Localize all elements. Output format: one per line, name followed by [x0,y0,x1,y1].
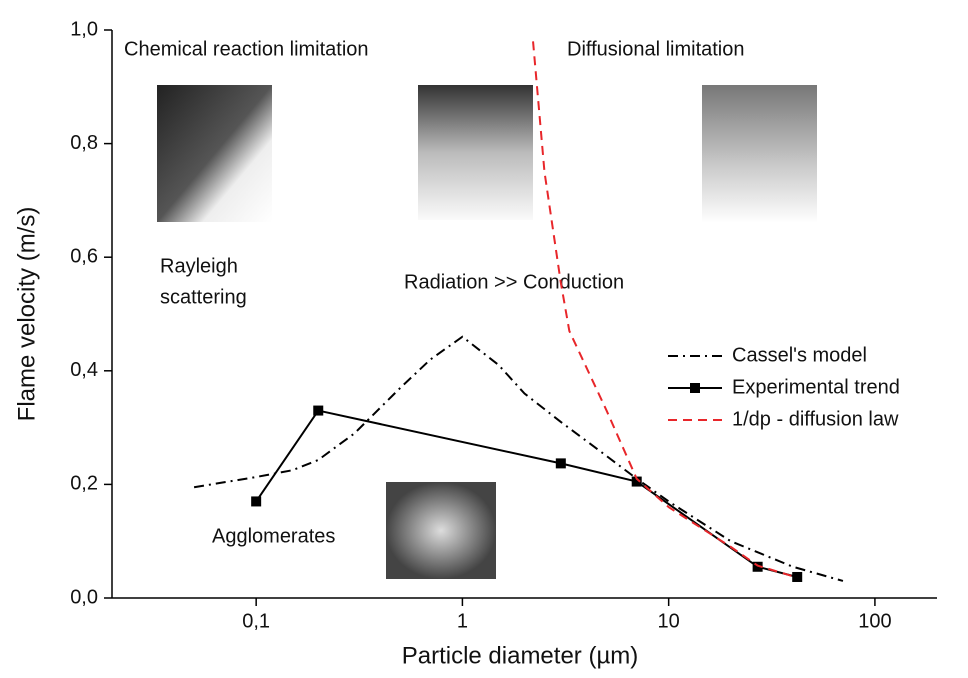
x-axis-label: Particle diameter (µm) [402,642,639,669]
x-tick-label: 100 [858,610,891,632]
marker [313,405,324,416]
legend-marker [690,383,700,393]
y-tick-label: 0,8 [70,132,98,154]
annotation: scattering [160,286,247,308]
marker [631,476,642,487]
legend-label: 1/dp - diffusion law [732,408,899,430]
marker [251,496,262,507]
marker [555,458,566,469]
series-line [193,335,844,582]
annotation: Diffusional limitation [567,38,745,60]
annotation: Agglomerates [212,525,335,547]
legend-label: Experimental trend [732,376,900,398]
y-tick-label: 0,6 [70,245,98,267]
annotation: Chemical reaction limitation [124,38,369,60]
series-line [255,409,798,578]
marker [752,561,763,572]
photo [157,85,272,222]
x-tick-label: 10 [658,610,680,632]
y-tick-label: 0,4 [70,359,98,381]
marker [792,571,803,582]
annotation: Radiation >> Conduction [404,271,624,293]
photo [418,85,533,220]
y-tick-label: 1,0 [70,18,98,40]
series-line [532,41,798,579]
y-axis-label: Flame velocity (m/s) [13,207,40,422]
x-tick-label: 0,1 [242,610,270,632]
photo [702,85,817,223]
photo [386,482,496,579]
x-tick-label: 1 [457,610,468,632]
annotation: Rayleigh [160,255,238,277]
y-tick-label: 0,0 [70,586,98,608]
legend-label: Cassel's model [732,344,867,366]
y-tick-label: 0,2 [70,473,98,495]
